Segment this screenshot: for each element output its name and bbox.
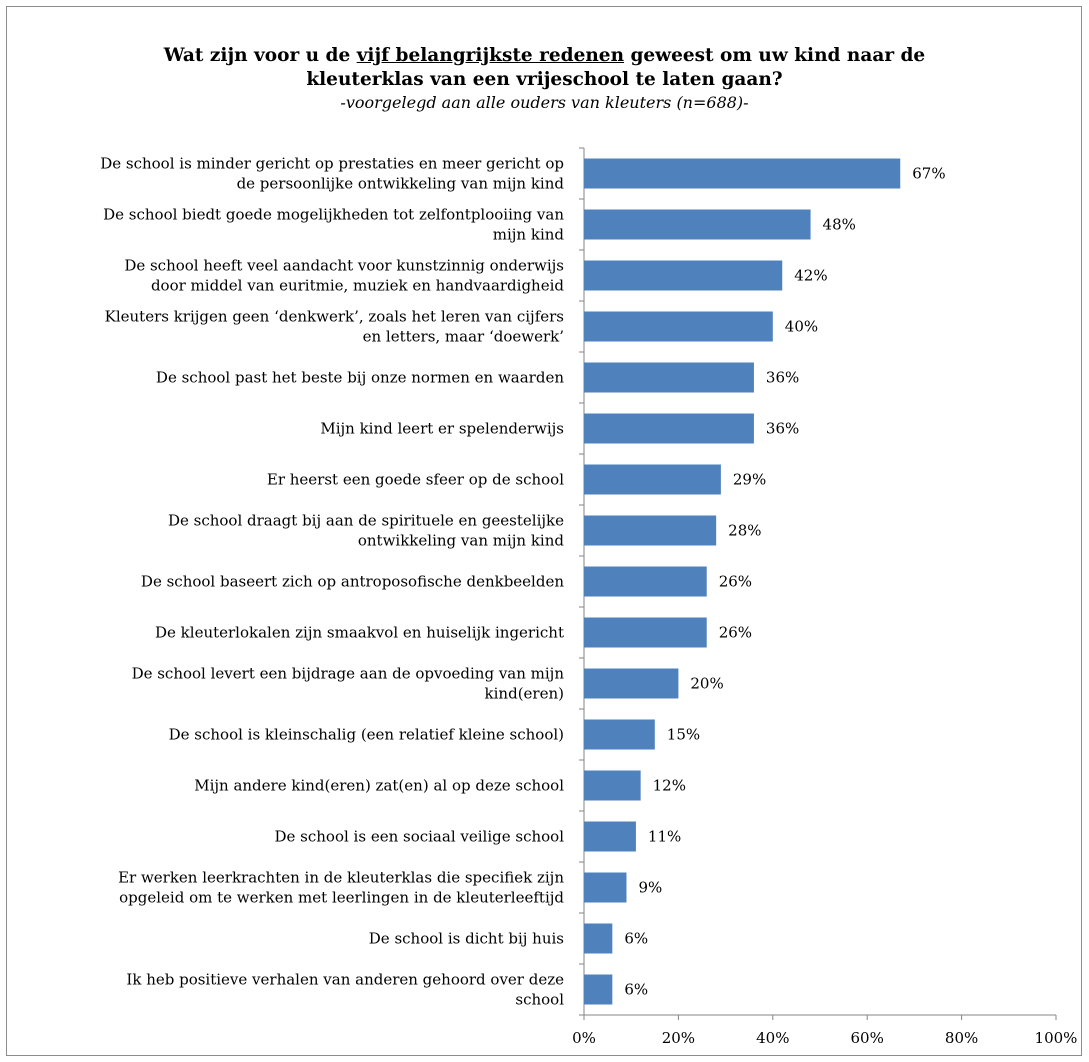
bar xyxy=(584,923,613,954)
category-label-line: kind(eren) xyxy=(485,685,564,703)
bar xyxy=(584,413,754,444)
category-label: Er werken leerkrachten in de kleuterklas… xyxy=(118,869,564,907)
x-tick-label: 60% xyxy=(851,1029,884,1047)
bar-value-label: 42% xyxy=(794,267,827,285)
category-label: Mijn andere kind(eren) zat(en) al op dez… xyxy=(194,777,564,795)
category-label: De school baseert zich op antroposofisch… xyxy=(141,573,564,591)
category-label-line: Mijn kind leert er spelenderwijs xyxy=(320,420,564,438)
category-label-line: De school is een sociaal veilige school xyxy=(275,828,565,846)
bar-value-label: 29% xyxy=(733,471,766,489)
category-label-line: school xyxy=(515,991,564,1009)
bar-value-label: 11% xyxy=(648,828,681,846)
bar xyxy=(584,158,901,189)
category-label-line: mijn kind xyxy=(493,226,565,244)
category-label-line: door middel van euritmie, muziek en hand… xyxy=(151,277,564,295)
bar xyxy=(584,872,627,903)
x-tick-label: 0% xyxy=(572,1029,596,1047)
bar xyxy=(584,362,754,393)
bar xyxy=(584,770,641,801)
bar-value-label: 26% xyxy=(719,573,752,591)
category-label: De school is kleinschalig (een relatief … xyxy=(169,726,564,744)
category-label-line: Kleuters krijgen geen ‘denkwerk’, zoals … xyxy=(105,308,564,326)
bar xyxy=(584,719,655,750)
bar xyxy=(584,311,773,342)
bar xyxy=(584,821,636,852)
chart-title-underlined: vijf belangrijkste redenen xyxy=(356,45,625,66)
category-label-line: De school past het beste bij onze normen… xyxy=(156,369,564,387)
chart-title-line1: Wat zijn voor u de vijf belangrijkste re… xyxy=(163,45,926,66)
chart-frame xyxy=(6,6,1082,1056)
bar xyxy=(584,566,707,597)
category-label-line: Er heerst een goede sfeer op de school xyxy=(267,471,564,489)
category-label-line: De school is kleinschalig (een relatief … xyxy=(169,726,564,744)
category-label: Mijn kind leert er spelenderwijs xyxy=(320,420,564,438)
category-label-line: De school is dicht bij huis xyxy=(369,930,564,948)
x-tick-label: 100% xyxy=(1035,1029,1078,1047)
category-label: De school is minder gericht op prestatie… xyxy=(100,155,564,193)
chart-title-line2: kleuterklas van een vrijeschool te laten… xyxy=(306,69,783,90)
bar-value-label: 48% xyxy=(823,216,856,234)
x-tick-label: 80% xyxy=(945,1029,978,1047)
category-label-line: Er werken leerkrachten in de kleuterklas… xyxy=(118,869,564,887)
category-label-line: opgeleid om te werken met leerlingen in … xyxy=(119,889,564,907)
bar xyxy=(584,974,613,1005)
category-label: Ik heb positieve verhalen van anderen ge… xyxy=(126,971,564,1009)
bar xyxy=(584,515,717,546)
bar-value-label: 36% xyxy=(766,369,799,387)
category-label-line: De school levert een bijdrage aan de opv… xyxy=(132,665,565,683)
x-tick-label: 40% xyxy=(756,1029,789,1047)
category-label: De school draagt bij aan de spirituele e… xyxy=(168,512,564,550)
bar-value-label: 40% xyxy=(785,318,818,336)
category-label-line: De school heeft veel aandacht voor kunst… xyxy=(124,257,564,275)
category-label: De school levert een bijdrage aan de opv… xyxy=(132,665,565,703)
bar-value-label: 36% xyxy=(766,420,799,438)
category-label-line: ontwikkeling van mijn kind xyxy=(358,532,565,550)
bar-value-label: 12% xyxy=(653,777,686,795)
bar-value-label: 9% xyxy=(638,879,662,897)
category-label-line: Ik heb positieve verhalen van anderen ge… xyxy=(126,971,564,989)
category-label-line: Mijn andere kind(eren) zat(en) al op dez… xyxy=(194,777,564,795)
bar xyxy=(584,260,783,291)
category-label-line: De school is minder gericht op prestatie… xyxy=(100,155,564,173)
bar xyxy=(584,617,707,648)
category-label: De school past het beste bij onze normen… xyxy=(156,369,564,387)
category-label-line: de persoonlijke ontwikkeling van mijn ki… xyxy=(237,175,565,193)
bar-value-label: 15% xyxy=(667,726,700,744)
x-tick-label: 20% xyxy=(662,1029,695,1047)
category-label: De school biedt goede mogelijkheden tot … xyxy=(103,206,564,244)
bar-value-label: 67% xyxy=(912,165,945,183)
category-label-line: en letters, maar ‘doewerk’ xyxy=(363,328,564,346)
bar-value-label: 6% xyxy=(624,930,648,948)
category-label-line: De school biedt goede mogelijkheden tot … xyxy=(103,206,564,224)
category-label: De kleuterlokalen zijn smaakvol en huise… xyxy=(155,624,564,642)
chart-subtitle: -voorgelegd aan alle ouders van kleuters… xyxy=(340,93,749,112)
category-label-line: De school draagt bij aan de spirituele e… xyxy=(168,512,564,530)
category-label: Er heerst een goede sfeer op de school xyxy=(267,471,564,489)
bar-value-label: 28% xyxy=(728,522,761,540)
bar xyxy=(584,209,811,240)
bar xyxy=(584,464,721,495)
bar xyxy=(584,668,679,699)
bar-value-label: 20% xyxy=(690,675,723,693)
category-label-line: De kleuterlokalen zijn smaakvol en huise… xyxy=(155,624,564,642)
category-label: De school is dicht bij huis xyxy=(369,930,564,948)
category-label: De school is een sociaal veilige school xyxy=(275,828,565,846)
category-label-line: De school baseert zich op antroposofisch… xyxy=(141,573,564,591)
bar-value-label: 6% xyxy=(624,981,648,999)
category-label: De school heeft veel aandacht voor kunst… xyxy=(124,257,564,295)
bar-value-label: 26% xyxy=(719,624,752,642)
category-label: Kleuters krijgen geen ‘denkwerk’, zoals … xyxy=(105,308,564,346)
